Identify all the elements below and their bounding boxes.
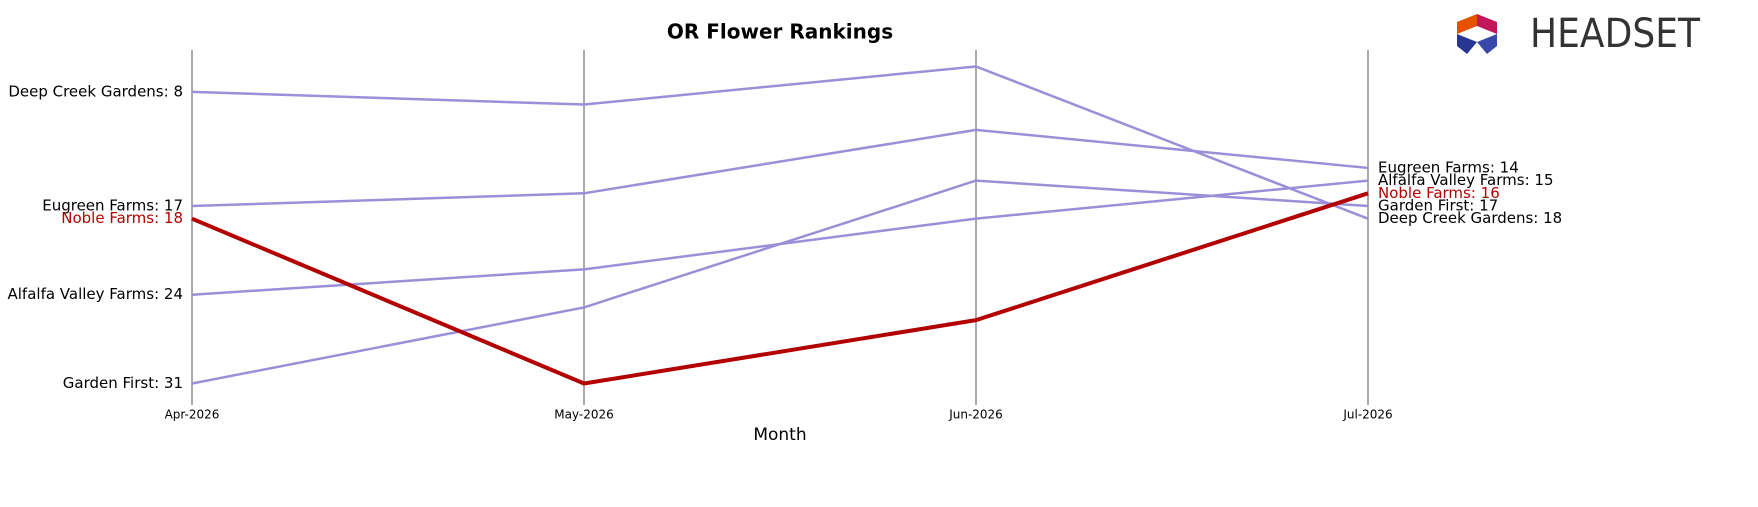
logo-shape <box>1457 34 1477 54</box>
value-label: Noble Farms: 18 <box>61 209 183 227</box>
series-line <box>191 179 1369 385</box>
value-label: Eugreen Farms: 14 <box>1378 158 1519 176</box>
x-tick-label: Apr-2026 <box>165 408 220 422</box>
series-line <box>191 179 1369 296</box>
value-label: Eugreen Farms: 17 <box>42 196 183 214</box>
x-tick-label: May-2026 <box>554 408 613 422</box>
series-line <box>191 65 1369 220</box>
value-label: Alfalfa Valley Farms: 15 <box>1378 171 1554 189</box>
x-tick-label: Jun-2026 <box>948 408 1003 422</box>
logo-text: HEADSET <box>1530 11 1701 57</box>
chart-title: OR Flower Rankings <box>667 20 893 44</box>
series-line <box>191 128 1369 208</box>
logo: HEADSET <box>1457 11 1701 57</box>
value-label: Alfalfa Valley Farms: 24 <box>8 285 184 303</box>
value-label: Deep Creek Gardens: 18 <box>1378 209 1562 227</box>
value-label: Noble Farms: 16 <box>1378 184 1500 202</box>
value-label: Deep Creek Gardens: 8 <box>8 82 183 100</box>
logo-shape <box>1477 14 1497 34</box>
value-label: Garden First: 17 <box>1378 196 1498 214</box>
series-line <box>191 191 1369 386</box>
logo-shape <box>1477 34 1497 54</box>
logo-shape <box>1457 14 1477 34</box>
x-axis-title: Month <box>753 425 806 445</box>
x-tick-label: Jul-2026 <box>1342 408 1392 422</box>
value-label: Garden First: 31 <box>63 374 183 392</box>
